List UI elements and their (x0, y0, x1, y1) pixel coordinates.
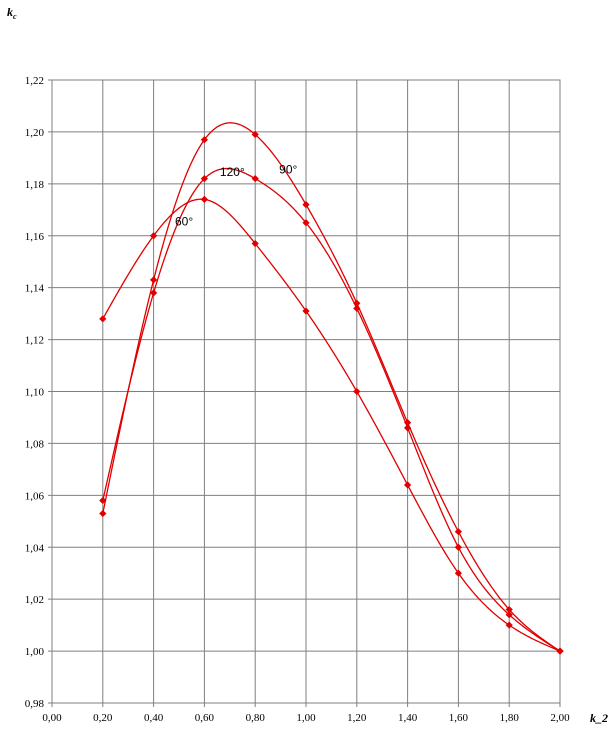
series-1: 120° (99, 165, 564, 655)
x-axis-title: k_2 (590, 711, 608, 725)
y-tick-label: 1,16 (25, 231, 45, 243)
x-tick-label: 0,40 (144, 712, 164, 724)
data-point (404, 481, 412, 489)
y-tick-label: 1,22 (25, 75, 44, 87)
series-line (102, 122, 561, 652)
grid (48, 79, 561, 707)
data-point (200, 136, 208, 144)
data-point (99, 315, 107, 323)
series-line (102, 167, 561, 652)
data-point (454, 543, 462, 551)
data-point (404, 424, 412, 432)
data-point (251, 130, 259, 139)
x-tick-label: 0,80 (246, 712, 266, 724)
x-tick-label: 0,60 (195, 712, 215, 724)
data-point (454, 528, 462, 536)
data-point (251, 175, 259, 183)
x-tick-label: 2,00 (550, 712, 570, 724)
series-2: 60° (99, 195, 564, 655)
x-tick-label: 0,20 (93, 712, 113, 724)
y-tick-label: 1,12 (25, 335, 44, 347)
data-point (404, 419, 412, 427)
y-axis-title: kc (7, 5, 17, 21)
data-point (302, 307, 310, 315)
y-tick-label: 1,18 (25, 179, 45, 191)
series-label: 120° (220, 165, 245, 179)
y-tick-label: 0,98 (25, 698, 45, 710)
x-tick-label: 1,40 (398, 712, 418, 724)
data-point (505, 611, 513, 619)
y-tick-label: 1,00 (25, 646, 45, 658)
series: 90° 120° 60° (99, 122, 564, 655)
data-point (505, 605, 513, 614)
series-0: 90° (99, 122, 564, 655)
data-point (150, 289, 158, 297)
data-point (251, 239, 259, 248)
x-tick-label: 1,60 (449, 712, 469, 724)
data-point (200, 195, 208, 204)
data-point (99, 496, 107, 505)
y-tick-label: 1,10 (25, 387, 45, 399)
data-point (353, 387, 361, 396)
data-point (556, 647, 564, 655)
y-tick-label: 1,02 (25, 594, 44, 606)
data-point (150, 276, 158, 284)
data-point (150, 232, 158, 240)
data-point (200, 175, 208, 183)
tick-labels: 0,00 0,20 0,40 0,60 0,80 1,00 1,20 1,40 1,60 1,80… (25, 75, 570, 724)
series-line (102, 198, 561, 652)
y-tick-label: 1,20 (25, 127, 45, 139)
data-point (302, 219, 310, 227)
data-point (302, 201, 310, 209)
x-tick-label: 0,00 (42, 712, 62, 724)
x-tick-label: 1,00 (296, 712, 316, 724)
y-tick-label: 1,04 (25, 542, 45, 554)
data-point (505, 621, 513, 629)
series-label: 90° (279, 162, 297, 176)
x-tick-label: 1,80 (500, 712, 520, 724)
data-point (353, 299, 361, 307)
data-point (454, 569, 462, 577)
plot-frame (51, 79, 561, 704)
y-tick-label: 1,08 (25, 438, 45, 450)
data-point (99, 509, 107, 518)
data-point (353, 304, 361, 313)
y-tick-label: 1,14 (25, 283, 45, 295)
x-tick-label: 1,20 (347, 712, 367, 724)
series-label: 60° (175, 214, 193, 228)
y-tick-label: 1,06 (25, 490, 45, 502)
